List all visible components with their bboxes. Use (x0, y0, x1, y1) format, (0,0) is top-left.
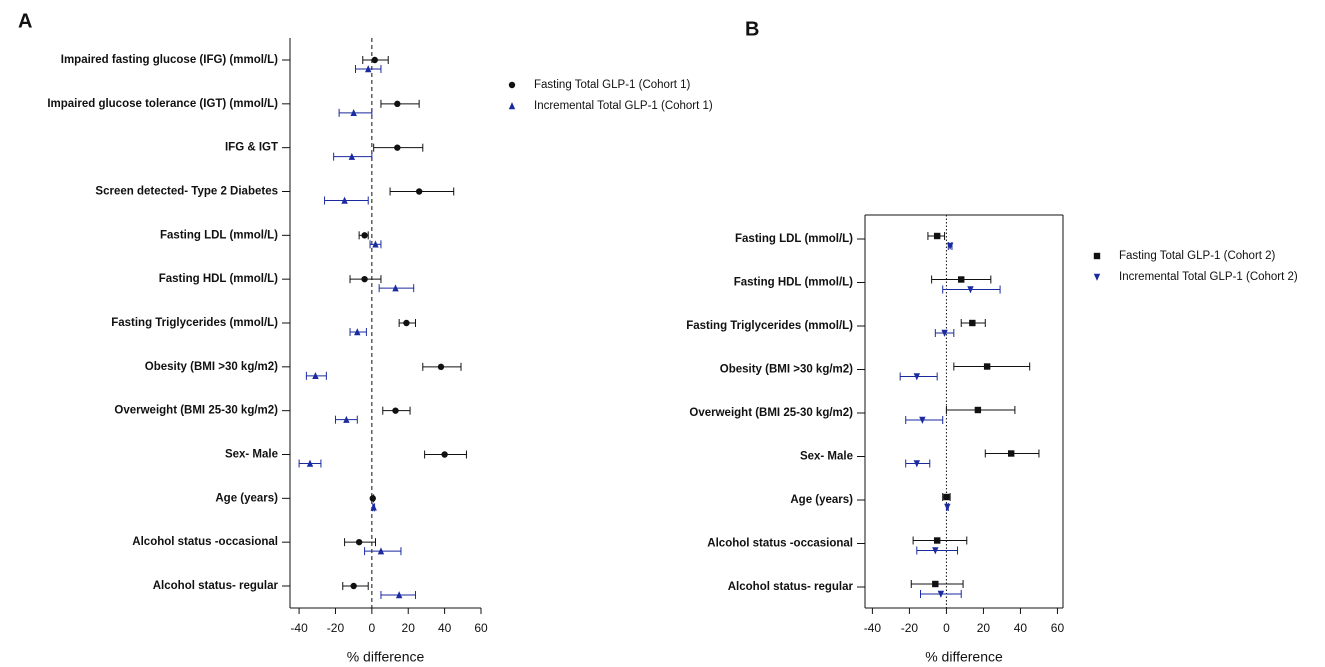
legend-label: Fasting Total GLP-1 (Cohort 1) (534, 79, 691, 91)
category-label: Sex- Male (800, 451, 853, 463)
category-label: Fasting LDL (mmol/L) (735, 233, 853, 245)
x-tick-label: 0 (369, 621, 376, 635)
point (969, 319, 976, 327)
point (341, 196, 348, 204)
category-label: Fasting Triglycerides (mmol/L) (686, 320, 853, 332)
point (355, 538, 363, 546)
category-label: Screen detected- Type 2 Diabetes (95, 186, 278, 198)
point (967, 286, 974, 294)
point (343, 415, 350, 423)
point (392, 284, 399, 292)
point (361, 232, 368, 239)
point (306, 459, 314, 467)
point (437, 363, 445, 371)
category-label: Age (years) (790, 494, 853, 506)
category-label: Sex- Male (225, 449, 278, 461)
legend-label: Incremental Total GLP-1 (Cohort 1) (534, 100, 713, 112)
category-label: Impaired glucose tolerance (IGT) (mmol/L… (47, 98, 278, 110)
point (1093, 252, 1101, 260)
category-label: Fasting Triglycerides (mmol/L) (111, 317, 278, 329)
category-label: Alcohol status -occasional (132, 536, 278, 548)
point (941, 329, 948, 337)
point (394, 144, 401, 151)
x-tick-label: -40 (290, 621, 308, 635)
point (944, 503, 951, 511)
category-label: Overweight (BMI 25-30 kg/m2) (689, 407, 853, 419)
point (354, 328, 361, 336)
panel-label: A (18, 10, 32, 32)
point (919, 416, 926, 424)
point (913, 460, 921, 468)
point (350, 108, 357, 117)
point (913, 373, 921, 381)
category-label: Alcohol status- regular (728, 581, 854, 593)
point (983, 363, 991, 370)
point (365, 65, 372, 73)
point (371, 56, 378, 64)
category-label: Fasting HDL (mmol/L) (734, 277, 853, 289)
category-label: Alcohol status -occasional (707, 538, 853, 550)
x-tick-label: 0 (943, 621, 950, 635)
point (348, 152, 356, 160)
point (933, 232, 941, 240)
point (377, 547, 385, 555)
point (369, 495, 376, 502)
point (350, 582, 357, 590)
point (508, 81, 516, 89)
point (392, 407, 399, 414)
point (372, 240, 379, 248)
point (395, 591, 403, 599)
category-label: Overweight (BMI 25-30 kg/m2) (114, 405, 278, 417)
x-axis-label: % difference (925, 649, 1003, 665)
x-tick-label: 20 (977, 621, 991, 635)
x-axis-label: % difference (347, 649, 425, 665)
x-tick-label: -40 (864, 621, 882, 635)
legend-label: Fasting Total GLP-1 (Cohort 2) (1119, 250, 1276, 262)
point (441, 451, 448, 458)
point (933, 537, 941, 544)
category-label: Fasting LDL (mmol/L) (160, 229, 278, 241)
point (974, 406, 982, 414)
point (312, 371, 319, 380)
category-label: Obesity (BMI >30 kg/m2) (145, 361, 278, 373)
x-tick-label: -20 (327, 621, 345, 635)
point (370, 503, 377, 511)
point (415, 188, 423, 195)
point (508, 102, 516, 110)
category-label: Impaired fasting glucose (IFG) (mmol/L) (61, 54, 278, 66)
point (394, 100, 401, 108)
point (958, 276, 965, 283)
point (932, 547, 939, 555)
point (932, 580, 939, 588)
x-tick-label: 40 (1014, 621, 1028, 635)
point (403, 319, 410, 327)
panel-label: B (745, 18, 759, 40)
x-tick-label: 60 (1051, 621, 1065, 635)
point (1007, 450, 1015, 457)
category-label: Obesity (BMI >30 kg/m2) (720, 364, 853, 376)
x-tick-label: 40 (438, 621, 452, 635)
point (1093, 273, 1101, 281)
x-tick-label: 20 (402, 621, 416, 635)
point (943, 493, 950, 501)
legend-label: Incremental Total GLP-1 (Cohort 2) (1119, 271, 1298, 283)
point (946, 242, 954, 250)
point (937, 590, 945, 598)
category-label: Age (years) (215, 492, 278, 504)
category-label: IFG & IGT (225, 142, 278, 154)
x-tick-label: -20 (901, 621, 919, 635)
x-tick-label: 60 (474, 621, 488, 635)
category-label: Alcohol status- regular (153, 580, 279, 592)
point (361, 275, 368, 283)
category-label: Fasting HDL (mmol/L) (159, 273, 278, 285)
